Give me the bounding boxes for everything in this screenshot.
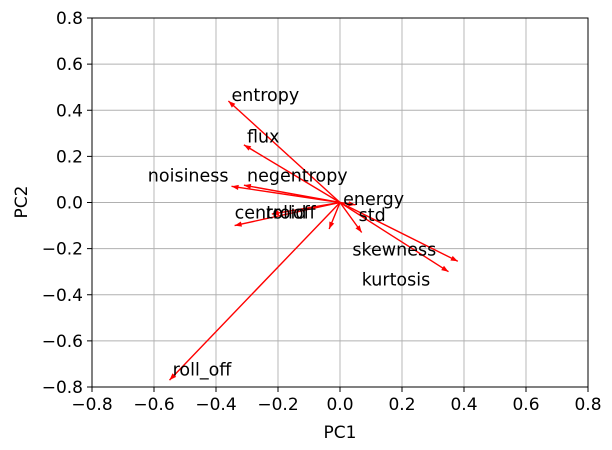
arrow-head [169, 373, 177, 381]
arrow-shaft [271, 201, 341, 215]
arrow-head [441, 265, 449, 272]
arrow-shaft [234, 201, 341, 227]
y-tick-label: 0.6 [56, 55, 83, 75]
vector-arrow-unlabeled [328, 202, 341, 230]
vector-label-noisiness: noisiness [148, 167, 229, 187]
vector-arrow-rolloff [271, 201, 341, 216]
arrow-head [355, 225, 362, 233]
vector-arrows [168, 100, 459, 381]
vector-label-centroid: centroid [235, 204, 307, 224]
vector-arrow-kurtosis [339, 201, 449, 273]
x-tick-label: 0.8 [574, 395, 601, 415]
vector-arrow-std [339, 202, 363, 233]
vector-label-kurtosis: kurtosis [362, 271, 431, 291]
vector-arrow-negentropy [243, 183, 341, 204]
x-tick-label: −0.4 [195, 395, 236, 415]
y-tick-label: 0.4 [56, 101, 83, 121]
x-tick-label: −0.6 [133, 395, 174, 415]
x-tick-label: −0.8 [71, 395, 112, 415]
arrow-shaft [243, 184, 341, 204]
arrow-head [243, 183, 252, 190]
arrow-shaft [339, 201, 449, 273]
y-tick-label: −0.6 [42, 332, 83, 352]
vector-arrow-centroid [234, 201, 341, 227]
arrow-shaft [243, 144, 341, 204]
arrow-shaft [168, 202, 341, 381]
x-tick-label: 0.4 [450, 395, 477, 415]
vector-label-std: std [359, 206, 386, 226]
vector-arrow-entropy [227, 100, 341, 204]
y-tick-label: −0.2 [42, 240, 83, 260]
x-tick-label: 0.0 [326, 395, 353, 415]
arrow-shaft [227, 100, 341, 204]
arrow-head [231, 184, 239, 190]
vector-label-roll_off: roll_off [173, 360, 233, 380]
vector-arrow-skewness [339, 201, 459, 262]
x-tick-label: 0.6 [512, 395, 539, 415]
arrow-shaft [339, 201, 459, 262]
arrow-head [243, 144, 252, 151]
arrow-head [348, 201, 356, 207]
axis-ticks: −0.8 −0.6 −0.4 −0.2 0.0 0.2 0.4 0.6 0.8 −0.8 −0.6 −… [42, 9, 602, 415]
arrow-head [329, 221, 335, 230]
vector-label-skewness: skewness [352, 241, 436, 261]
vector-label-rolloff: rolloff [266, 204, 317, 224]
arrow-head [228, 101, 236, 108]
y-tick-label: −0.4 [42, 286, 83, 306]
x-tick-label: −0.2 [257, 395, 298, 415]
x-tick-label: 0.2 [388, 395, 415, 415]
vector-arrow-roll_off [168, 202, 341, 381]
vector-label-energy: energy [343, 190, 404, 210]
vector-arrow-flux [243, 144, 341, 204]
vector-label-entropy: entropy [232, 86, 300, 106]
arrow-head [271, 210, 280, 216]
vector-label-negentropy: negentropy [247, 167, 348, 187]
y-tick-label: 0.2 [56, 147, 83, 167]
x-axis-title: PC1 [324, 423, 357, 443]
y-tick-label: 0.8 [56, 9, 83, 29]
y-tick-label: −0.8 [42, 378, 83, 398]
arrow-head [234, 221, 242, 227]
vector-label-flux: flux [247, 128, 279, 148]
arrow-head [450, 255, 458, 262]
vector-arrow-energy [339, 201, 356, 207]
y-axis-title: PC2 [12, 186, 32, 219]
y-tick-label: 0.0 [56, 194, 83, 214]
